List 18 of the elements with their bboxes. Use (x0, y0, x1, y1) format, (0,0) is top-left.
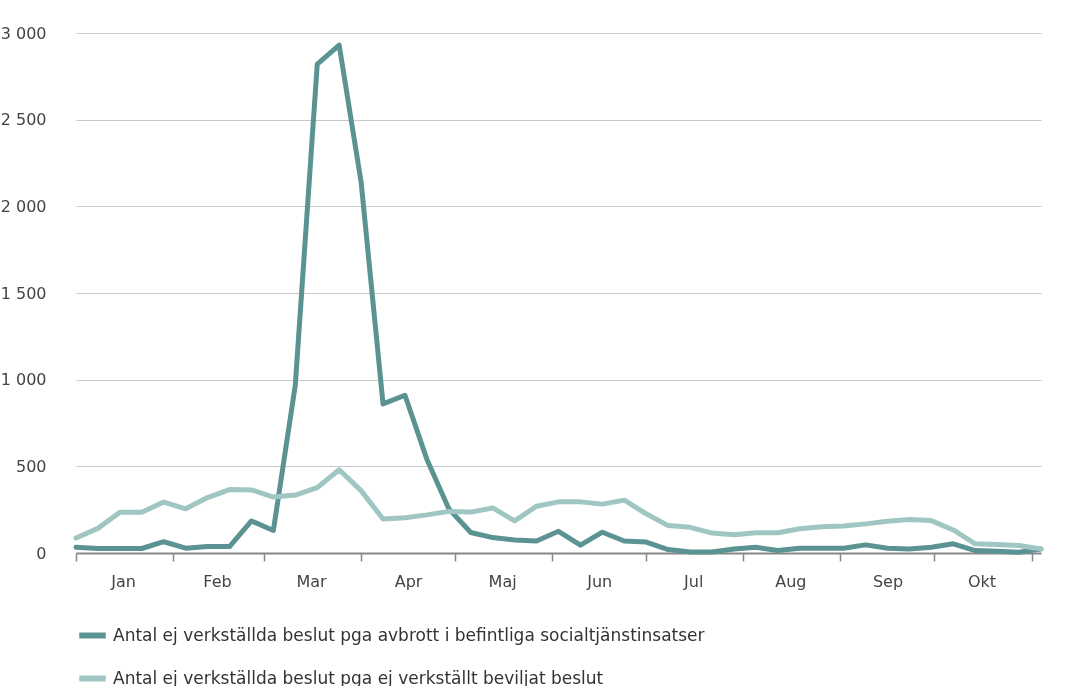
y-tick-label: 2 500 (0, 110, 47, 130)
y-tick-label: 1 500 (0, 283, 47, 303)
x-tick-label: Jan (110, 571, 136, 591)
y-tick-label: 0 (36, 543, 47, 563)
x-tick-label: Apr (394, 571, 423, 591)
x-tick-label: Feb (203, 571, 232, 591)
x-tick-label: Sep (872, 571, 904, 591)
y-tick-label: 1 000 (0, 370, 47, 390)
y-tick-label: 500 (15, 456, 47, 476)
x-tick-label: Aug (775, 571, 807, 591)
x-tick-label: Mar (296, 571, 327, 591)
legend-label: Antal ej verkställda beslut pga avbrott i befintliga socialtjänstinsatser (113, 624, 705, 645)
x-tick-label: Maj (488, 571, 517, 591)
y-tick-label: 3 000 (0, 23, 47, 43)
x-tick-label: Jun (586, 571, 613, 591)
x-tick-label: Okt (967, 571, 997, 591)
y-tick-label: 2 000 (0, 196, 47, 216)
x-tick-label: Jul (683, 571, 704, 591)
